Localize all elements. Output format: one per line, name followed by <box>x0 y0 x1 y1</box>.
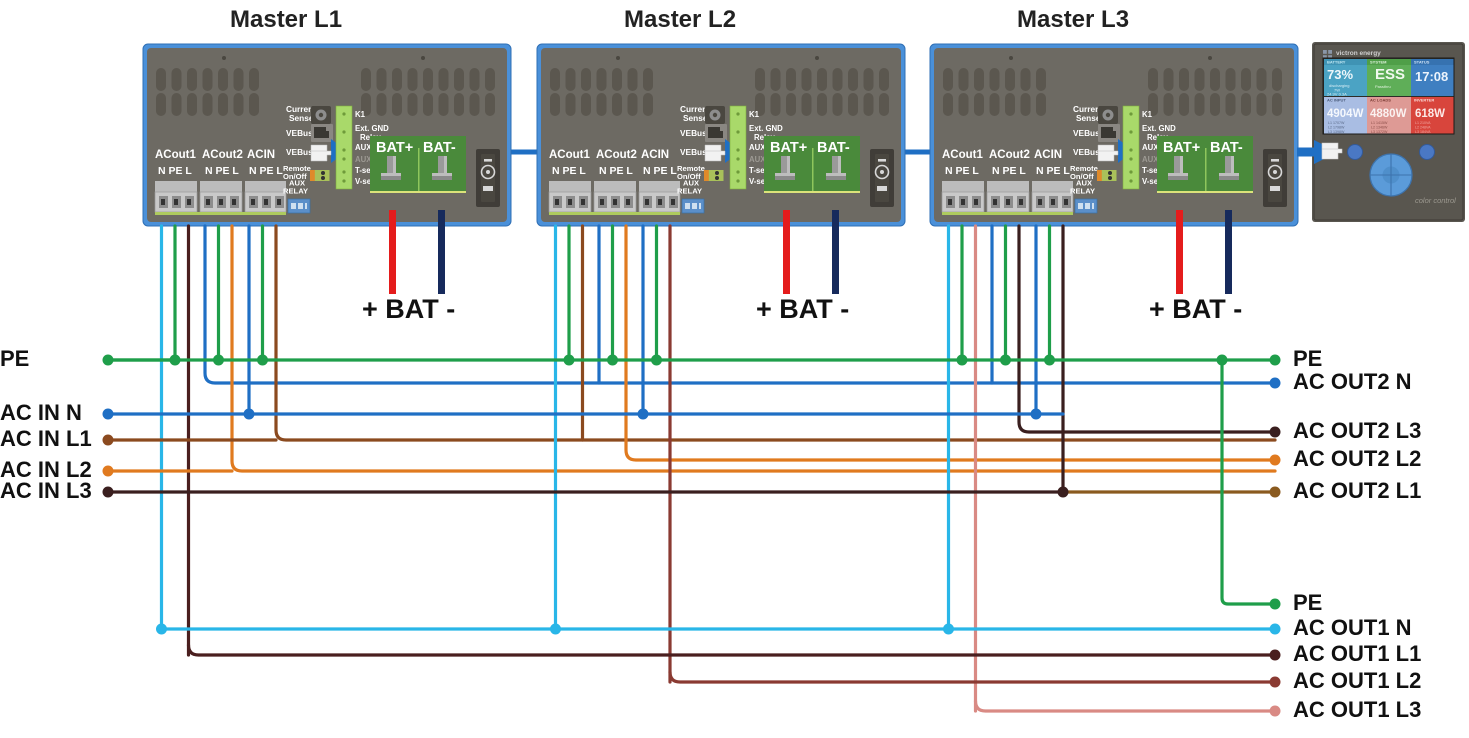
svg-text:AC OUT1 L1: AC OUT1 L1 <box>1293 641 1421 666</box>
svg-text:AC OUT1 L3: AC OUT1 L3 <box>1293 697 1421 722</box>
svg-text:Master L2: Master L2 <box>624 6 736 33</box>
svg-text:AC OUT1 N: AC OUT1 N <box>1293 615 1412 640</box>
svg-text:AC IN N: AC IN N <box>0 400 82 425</box>
svg-text:AC IN L3: AC IN L3 <box>0 478 92 503</box>
svg-text:+ BAT -: + BAT - <box>756 294 849 324</box>
svg-text:PE: PE <box>1293 346 1322 371</box>
svg-text:PE: PE <box>1293 590 1322 615</box>
svg-text:PE: PE <box>0 346 29 371</box>
svg-text:Master L3: Master L3 <box>1017 6 1129 33</box>
svg-text:AC OUT1 L2: AC OUT1 L2 <box>1293 668 1421 693</box>
svg-text:AC OUT2 L2: AC OUT2 L2 <box>1293 446 1421 471</box>
svg-text:AC OUT2 L1: AC OUT2 L1 <box>1293 478 1421 503</box>
svg-text:Master L1: Master L1 <box>230 6 342 33</box>
svg-text:AC IN L1: AC IN L1 <box>0 426 92 451</box>
svg-text:AC OUT2 L3: AC OUT2 L3 <box>1293 418 1421 443</box>
svg-text:+ BAT -: + BAT - <box>1149 294 1242 324</box>
svg-text:AC OUT2 N: AC OUT2 N <box>1293 369 1412 394</box>
svg-text:+ BAT -: + BAT - <box>362 294 455 324</box>
